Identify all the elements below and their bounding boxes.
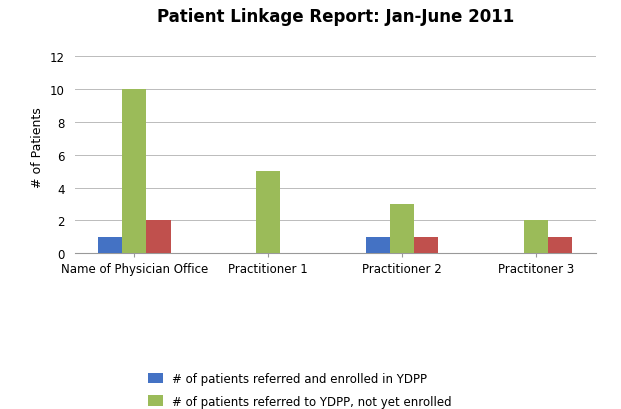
Bar <box>98 237 122 254</box>
Bar <box>366 237 390 254</box>
Y-axis label: # of Patients: # of Patients <box>31 107 44 187</box>
Bar <box>414 237 438 254</box>
Bar <box>256 172 281 254</box>
Title: Patient Linkage Report: Jan-June 2011: Patient Linkage Report: Jan-June 2011 <box>156 7 514 25</box>
Legend: # of patients referred and enrolled in YDPP, # of patients referred to YDPP, not: # of patients referred and enrolled in Y… <box>143 366 524 409</box>
Bar <box>548 237 573 254</box>
Bar <box>147 221 171 254</box>
Bar <box>122 90 147 254</box>
Bar <box>524 221 548 254</box>
Bar <box>390 204 414 254</box>
